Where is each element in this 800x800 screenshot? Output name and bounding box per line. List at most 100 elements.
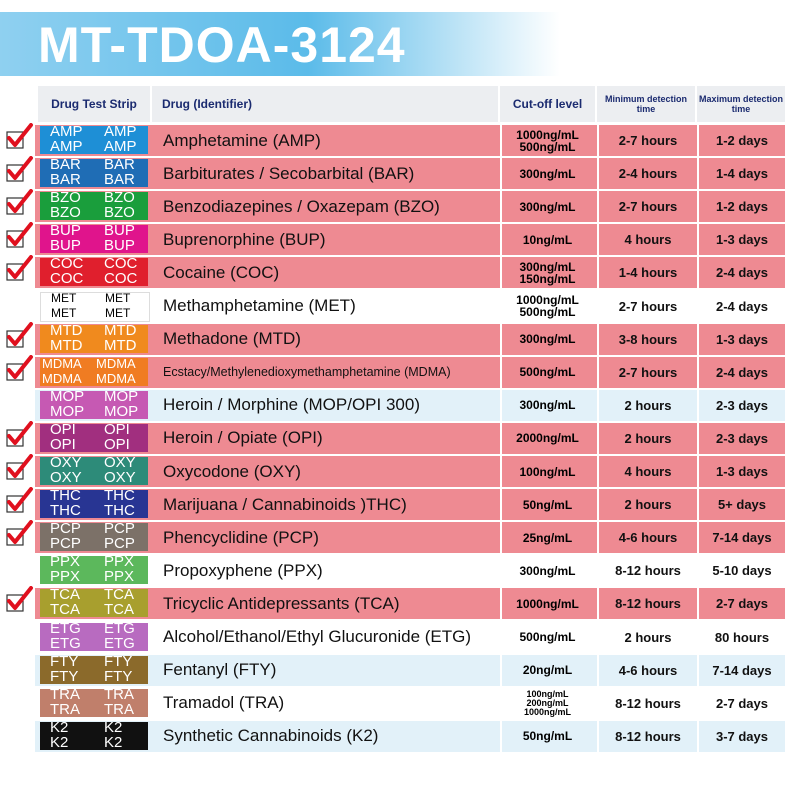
strip-code: K2 [50, 721, 69, 736]
column-separator [500, 125, 502, 156]
min-detection: 2 hours [624, 397, 672, 413]
strip-code: AMP [50, 126, 83, 140]
cutoff-line: 300ng/mL [519, 332, 576, 347]
column-separator [500, 224, 502, 256]
strip-code: THC [50, 490, 81, 505]
strip-code: K2 [50, 733, 69, 750]
strip-code: MTD [50, 336, 83, 353]
strip-code: MET [51, 305, 77, 320]
max-detection: 1-3 days [715, 232, 769, 248]
strip-code: FTY [104, 655, 133, 670]
column-separator [697, 588, 699, 620]
header-min: Minimum detection time [597, 86, 695, 122]
max-detection: 2-4 days [715, 364, 769, 380]
drug-name: Phencyclidine (PCP) [163, 527, 319, 547]
cutoff-level: 1000ng/mL 500ng/mL [500, 125, 595, 156]
min-detection: 2-7 hours [618, 298, 678, 314]
strip-code: AMP [50, 138, 83, 154]
cutoff-line: 50ng/mL [522, 497, 573, 512]
table-row: BAR BAR BAR BAR Barbiturates / Secobarbital … [35, 158, 785, 190]
max-detection: 1-2 days [715, 133, 769, 148]
strip-code: TCA [50, 601, 80, 618]
strip-code: COC [50, 270, 84, 287]
max-detection: 5-10 days [712, 563, 772, 579]
column-separator [597, 456, 599, 487]
strip-code: MET [51, 291, 77, 305]
strip-code: MDMA [42, 370, 82, 386]
cutoff-line: 300ng/mL [519, 563, 576, 578]
strip-code: TCA [104, 601, 134, 618]
test-strip: FTY FTY FTY FTY [40, 655, 148, 684]
drug-name: Tricyclic Antidepressants (TCA) [163, 593, 400, 613]
table-row: THC THC THC THC Marijuana / Cannabinoids )TH… [35, 489, 785, 521]
strip-code: PCP [50, 535, 81, 552]
drug-name: Heroin / Opiate (OPI) [163, 428, 323, 448]
strip-code: PCP [50, 523, 81, 538]
strip-code: OXY [104, 457, 136, 471]
table-row: K2 K2 K2 K2 Synthetic Cannabinoids (K2) 50ng/… [35, 720, 785, 752]
table-row: MDMA MDMA MDMA MDMA Ecstacy/Methylenedioxyme… [35, 356, 785, 388]
drug-name: Benzodiazepines / Oxazepam (BZO) [163, 196, 440, 216]
strip-code: THC [50, 502, 81, 519]
max-detection: 2-4 days [715, 298, 769, 314]
checkmark [6, 420, 33, 447]
cutoff-level: 100ng/mL 200ng/mL 1000ng/mL [500, 688, 595, 719]
drug-name: Marijuana / Cannabinoids )THC) [163, 494, 407, 514]
check-tick [7, 321, 33, 346]
checkmark [6, 454, 33, 480]
table-row: TRA TRA TRA TRA Tramadol (TRA) 100ng/mL 200ng/… [35, 687, 785, 719]
cutoff-line: 25ng/mL [522, 530, 573, 545]
column-separator [500, 588, 502, 620]
column-separator [597, 356, 599, 388]
strip-code: ETG [104, 634, 135, 651]
cutoff-level: 50ng/mL [500, 489, 595, 520]
column-separator [500, 654, 502, 686]
column-separator [697, 224, 699, 256]
check-tick [7, 189, 33, 214]
check-box [6, 263, 24, 281]
check-box [6, 528, 24, 546]
max-detection: 1-4 days [715, 166, 769, 182]
check-box [6, 230, 24, 248]
min-detection: 2 hours [624, 430, 672, 446]
drug-name: Methamphetamine (MET) [163, 296, 356, 315]
checkmark [6, 156, 33, 182]
table-row: COC COC COC COC Cocaine (COC) 300ng/mL 150ng/m… [35, 257, 785, 289]
cutoff-level: 25ng/mL [500, 522, 595, 553]
table-row: FTY FTY FTY FTY Fentanyl (FTY) 20ng/mL 4-6 hou… [35, 654, 785, 686]
strip-code: THC [104, 490, 135, 505]
strip-code: K2 [104, 721, 123, 736]
column-separator [500, 257, 502, 289]
strip-code: BUP [104, 237, 135, 254]
cutoff-level: 1000ng/mL [500, 588, 595, 619]
check-tick [7, 487, 33, 512]
strip-code: MDMA [96, 357, 136, 371]
drug-name: Amphetamine (AMP) [163, 130, 321, 150]
check-box [6, 197, 24, 215]
column-separator [500, 158, 502, 190]
strip-code: TRA [104, 700, 134, 717]
checkmark [6, 321, 33, 348]
drug-name: Synthetic Cannabinoids (K2) [163, 726, 379, 746]
min-detection: 8-12 hours [615, 695, 681, 711]
column-separator [597, 522, 599, 554]
strip-code: BZO [50, 192, 81, 207]
column-separator [597, 323, 599, 355]
column-separator [697, 555, 699, 587]
strip-code: COC [104, 270, 138, 287]
strip-code: PPX [50, 568, 81, 585]
table-row: BUP BUP BUP BUP Buprenorphine (BUP) 10ng/mL 4 … [35, 224, 785, 256]
max-detection: 80 hours [714, 629, 770, 645]
column-separator [500, 555, 502, 587]
strip-code: ETG [104, 622, 135, 637]
column-separator [697, 720, 699, 752]
test-strip: PPX PPX PPX PPX [40, 556, 148, 585]
strip-code: PCP [104, 535, 135, 552]
strip-code: MET [105, 291, 131, 305]
column-separator [500, 191, 502, 223]
table-row: MET MET MET MET Methamphetamine (MET) 1000ng/… [35, 290, 785, 322]
column-separator [500, 522, 502, 554]
header-max: Maximum detection time [697, 86, 785, 122]
test-strip: MET MET MET MET [40, 291, 150, 322]
